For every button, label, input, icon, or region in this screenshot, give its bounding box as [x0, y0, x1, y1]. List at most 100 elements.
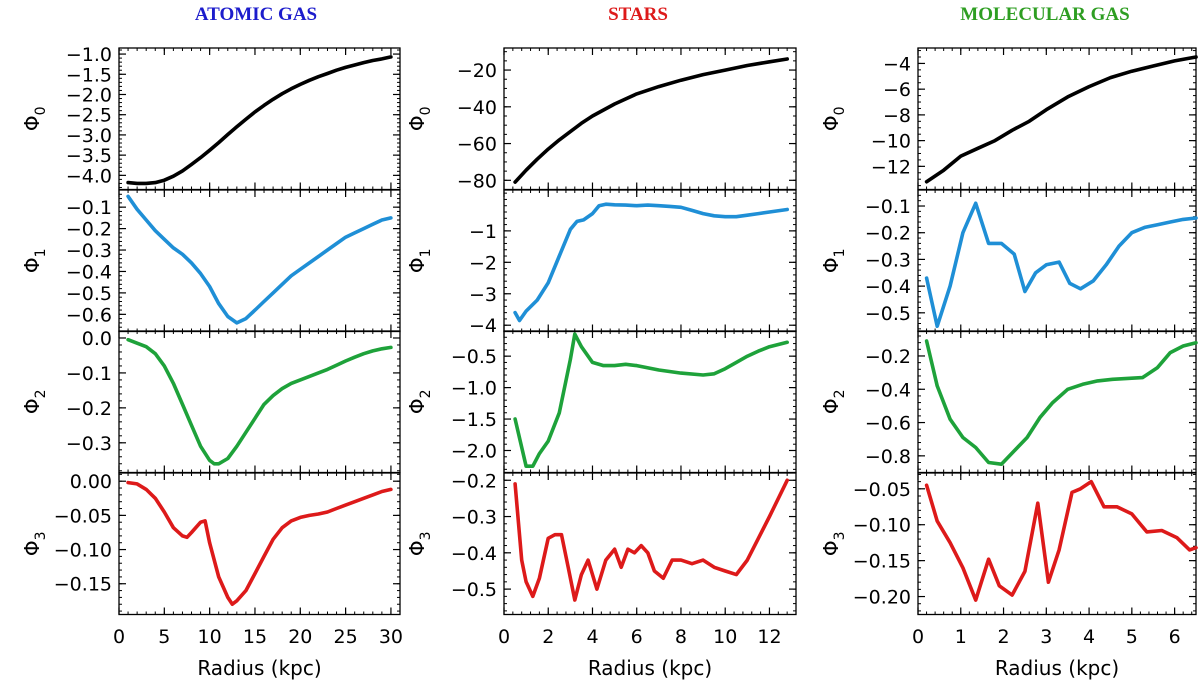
series-line-phi1 [924, 201, 1198, 329]
y-tick-label: −0.5 [66, 283, 112, 305]
y-tick-label: −20 [457, 60, 497, 82]
y-axis-label-symbol: Φ [405, 115, 429, 131]
x-tick-label: 8 [675, 626, 687, 648]
y-tick-label: −1.0 [66, 44, 112, 66]
plot-frame [917, 472, 1197, 616]
y-tick-label: −0.2 [865, 223, 911, 245]
chart-column-2: STARS−80−60−40−20Φ0−4−3−2−1Φ1−2.0−1.5−1.… [405, 4, 797, 680]
x-tick-label: 20 [288, 626, 312, 648]
y-tick-label: −0.05 [54, 505, 112, 527]
series-line-phi3 [924, 479, 1198, 602]
x-tick-label: 6 [631, 626, 643, 648]
y-axis-label-symbol: Φ [405, 257, 429, 273]
y-tick-label: −0.2 [451, 470, 497, 492]
y-axis-label-symbol: Φ [20, 115, 44, 131]
y-axis-label-subscript: 1 [418, 248, 434, 257]
y-axis-label-subscript: 2 [33, 389, 49, 398]
y-tick-label: −10 [871, 131, 911, 153]
y-axis-label-subscript: 3 [832, 531, 848, 540]
panel-phi1: −4 −3 −2 −1 Φ1 [405, 189, 797, 337]
plot-frame [118, 47, 401, 191]
x-tick-label: 2 [997, 626, 1009, 648]
y-axis-label-subscript: 2 [832, 389, 848, 398]
x-tick-label: 15 [243, 626, 267, 648]
y-axis-label-subscript: 1 [832, 248, 848, 257]
y-axis-label: Φ3 [20, 531, 49, 556]
y-tick-label: −0.2 [66, 398, 112, 420]
y-tick-label: −0.5 [865, 303, 911, 325]
column-title: STARS [608, 4, 668, 25]
y-tick-label: −0.05 [853, 479, 911, 501]
series-line-phi2 [126, 337, 393, 466]
y-tick-label: −0.6 [66, 304, 112, 326]
y-tick-label: −0.4 [865, 276, 911, 298]
panel-phi3: −0.5 −0.4 −0.3 −0.2 Φ3 [405, 470, 797, 616]
y-tick-label: −2.5 [66, 105, 112, 127]
y-axis-label-symbol: Φ [405, 398, 429, 414]
y-axis-label-subscript: 0 [33, 106, 49, 115]
y-axis-label-symbol: Φ [819, 540, 843, 556]
y-axis-label-subscript: 0 [418, 106, 434, 115]
plot-frame [503, 47, 797, 191]
column-title: ATOMIC GAS [195, 4, 317, 25]
chart-column-3: MOLECULAR GAS−12−10−8−6−4Φ0−0.5−0.4−0.3−… [819, 4, 1198, 680]
y-tick-label: −0.10 [54, 540, 112, 562]
y-axis-label-symbol: Φ [405, 540, 429, 556]
y-tick-label: −1.5 [66, 64, 112, 86]
y-tick-label: −0.2 [865, 346, 911, 368]
x-tick-label: 0 [113, 626, 125, 648]
series-line-phi2 [924, 339, 1198, 467]
plot-frame [118, 330, 401, 474]
x-tick-label: 10 [198, 626, 222, 648]
x-tick-label: 12 [757, 626, 781, 648]
x-tick-label: 3 [1040, 626, 1052, 648]
y-tick-label: −40 [457, 97, 497, 119]
y-axis-label: Φ0 [405, 106, 434, 131]
y-tick-label: 0.0 [82, 328, 112, 350]
y-axis-label: Φ3 [405, 531, 434, 556]
y-axis-label-subscript: 1 [33, 248, 49, 257]
y-axis-label: Φ2 [405, 389, 434, 414]
plot-frame [503, 472, 797, 616]
x-tick-label: 4 [1083, 626, 1095, 648]
x-tick-label: 5 [158, 626, 170, 648]
panel-phi3: −0.15 −0.10 −0.05 0.00 Φ3 [20, 471, 401, 616]
x-tick-label: 1 [955, 626, 967, 648]
y-tick-label: −0.15 [54, 574, 112, 596]
y-axis-label-symbol: Φ [20, 257, 44, 273]
y-axis-label-symbol: Φ [20, 540, 44, 556]
series-line-phi3 [513, 478, 790, 602]
panel-phi2: −0.3 −0.2 −0.1 0.0 Φ2 [20, 328, 401, 474]
y-tick-label: −0.5 [451, 346, 497, 368]
column-title: MOLECULAR GAS [960, 4, 1129, 25]
y-tick-label: −4 [883, 53, 911, 75]
y-tick-label: −3 [469, 284, 497, 306]
y-tick-label: −0.1 [865, 196, 911, 218]
panel-phi0: −4.0−3.5−3.0−2.5−2.0−1.5−1.0 Φ0 [20, 44, 401, 191]
y-tick-label: −0.4 [451, 543, 497, 565]
y-axis-label: Φ1 [20, 248, 49, 273]
x-tick-label: 10 [713, 626, 737, 648]
chart-column-1: ATOMIC GAS−4.0−3.5−3.0−2.5−2.0−1.5−1.0Φ0… [20, 4, 403, 680]
x-axis-title: Radius (kpc) [588, 656, 712, 680]
y-tick-label: −12 [871, 156, 911, 178]
y-axis-label: Φ1 [405, 248, 434, 273]
panel-phi3: −0.20 −0.15 −0.10 −0.05 Φ3 [819, 472, 1198, 616]
y-tick-label: −3.0 [66, 125, 112, 147]
panel-phi2: −0.8 −0.6 −0.4 −0.2 Φ2 [819, 330, 1198, 474]
y-tick-label: −4.0 [66, 165, 112, 187]
x-tick-label: 5 [1126, 626, 1138, 648]
x-axis-title: Radius (kpc) [995, 656, 1119, 680]
y-axis-label: Φ0 [20, 106, 49, 131]
y-tick-label: −4 [469, 315, 497, 337]
series-line-phi0 [513, 57, 790, 184]
y-tick-label: −0.1 [66, 363, 112, 385]
y-axis-label-subscript: 0 [832, 106, 848, 115]
y-axis-label-subscript: 3 [418, 531, 434, 540]
y-axis-label: Φ2 [20, 389, 49, 414]
y-axis-label-subscript: 3 [33, 531, 49, 540]
plot-frame [917, 47, 1197, 191]
y-tick-label: −8 [883, 105, 911, 127]
x-tick-label: 25 [334, 626, 358, 648]
